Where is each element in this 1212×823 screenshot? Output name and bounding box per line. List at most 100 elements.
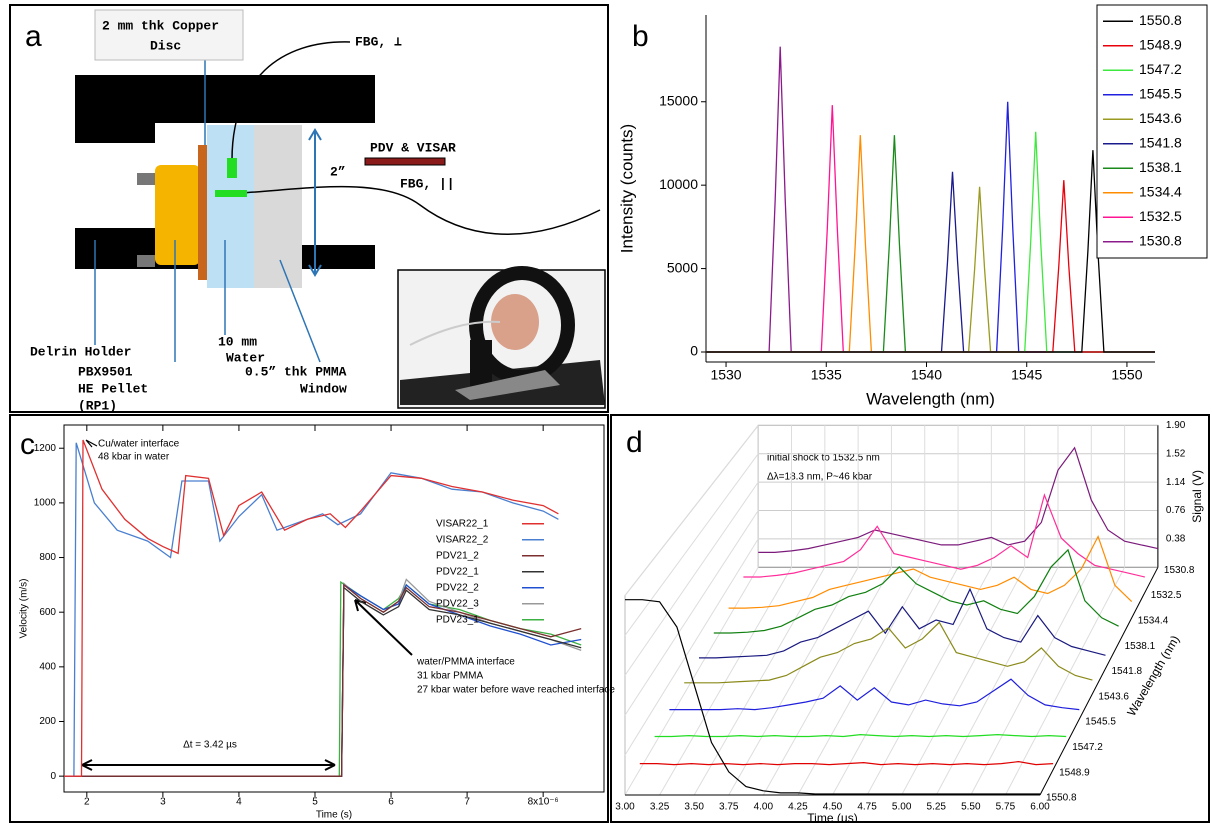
x-axis-title: Time (µs) <box>807 811 857 823</box>
z-tick-label: 1532.5 <box>1151 590 1182 601</box>
legend-label: 1548.9 <box>1139 36 1182 52</box>
x-tick-label: 3 <box>160 797 166 808</box>
x-tick-label: 1535 <box>811 367 842 383</box>
fiber <box>409 320 501 346</box>
series-line <box>758 446 1159 553</box>
legend-label: PDV23_1 <box>436 614 479 625</box>
holder-top-step <box>75 123 155 143</box>
x-tick-label: 3.50 <box>684 802 704 813</box>
x-tick-label: 4.50 <box>823 802 843 813</box>
x-tick-label: 5.50 <box>961 802 981 813</box>
annotation: initial shock to 1532.5 nm <box>767 453 880 464</box>
y-tick-label: 0 <box>690 343 698 359</box>
label: FBG, ⊥ <box>355 34 402 49</box>
series-line <box>699 587 1106 659</box>
legend-label: 1545.5 <box>1139 85 1182 101</box>
label: Window <box>300 381 347 396</box>
legend-label: 1538.1 <box>1139 159 1182 175</box>
x-tick-label: 1530 <box>710 367 741 383</box>
label-box <box>94 9 244 61</box>
label: Water <box>226 350 265 365</box>
series-line <box>706 101 1155 353</box>
series-line <box>743 493 1145 578</box>
x-tick-label: 5.75 <box>996 802 1016 813</box>
pointer <box>354 599 413 656</box>
x-tick-label: 5 <box>312 797 318 808</box>
z-tick-label: 1538.1 <box>1125 641 1156 652</box>
pointer <box>85 439 98 448</box>
y-tick-label: 5000 <box>667 259 698 275</box>
spacer <box>137 173 155 185</box>
x-tick-label: 1540 <box>911 367 942 383</box>
legend-label: PDV22_2 <box>436 582 479 593</box>
z-tick-label: 1541.8 <box>1112 666 1143 677</box>
x-tick-label: 5.00 <box>892 802 912 813</box>
series-line <box>728 534 1133 609</box>
series-line <box>64 580 582 777</box>
x-tick-label: 8x10⁻⁶ <box>528 797 559 808</box>
y-tick-label: 800 <box>39 552 56 563</box>
legend-label: 1543.6 <box>1139 110 1182 126</box>
x-tick-label: 1550 <box>1111 367 1142 383</box>
series-line <box>706 105 1155 353</box>
holder-bottom-step <box>75 228 155 245</box>
grid-line <box>624 453 759 636</box>
water <box>207 125 255 288</box>
label: 0.5” thk PMMA <box>245 364 347 379</box>
probe <box>364 157 446 166</box>
x-tick-label: 5.25 <box>927 802 947 813</box>
x-tick-label: 6 <box>388 797 394 808</box>
fbg-sensor <box>215 190 247 197</box>
z-tick-label: 1543.6 <box>1098 691 1129 702</box>
setup-diagram: a 2 mm thk Copper Disc FBG, ⊥ 2” PDV & V… <box>25 9 606 413</box>
grid-line <box>728 567 859 796</box>
y-tick-label: 400 <box>39 661 56 672</box>
label: 2” <box>330 164 346 179</box>
y-tick-label: 600 <box>39 607 56 618</box>
grid-line <box>901 567 1026 796</box>
panel-border <box>610 414 1210 823</box>
label: PDV & VISAR <box>370 140 456 155</box>
x-tick-label: 2 <box>84 797 90 808</box>
panel-border <box>9 4 609 413</box>
y-axis-title: Signal (V) <box>1190 470 1204 523</box>
x-axis-title: Wavelength (nm) <box>866 389 995 408</box>
label: HE Pellet <box>78 381 148 396</box>
grid-line <box>762 567 892 796</box>
label: 10 mm <box>218 334 257 349</box>
legend-label: 1550.8 <box>1139 12 1182 28</box>
legend-box <box>1096 4 1208 259</box>
legend-label: 1532.5 <box>1139 208 1182 224</box>
annotation: 31 kbar PMMA <box>417 671 483 682</box>
base <box>455 370 560 400</box>
grid-line <box>624 538 759 756</box>
grid-line <box>624 481 759 676</box>
y-tick-label: 1.52 <box>1166 448 1186 459</box>
label: PBX9501 <box>78 364 133 379</box>
series-line <box>64 578 582 777</box>
series-line <box>706 46 1155 353</box>
x-axis-title: Time (s) <box>316 810 352 821</box>
grid-line <box>797 567 926 796</box>
series-line <box>654 733 1067 738</box>
y-tick-label: 1.14 <box>1166 477 1186 488</box>
label: Delrin Holder <box>30 344 131 359</box>
series-line <box>713 548 1119 634</box>
series-line <box>64 442 559 777</box>
grid-line <box>832 567 959 796</box>
y-tick-label: 1200 <box>34 443 57 454</box>
x-tick-label: 4.00 <box>754 802 774 813</box>
series-line <box>64 583 582 777</box>
x-tick-label: 7 <box>464 797 470 808</box>
panel-label: c <box>20 428 35 461</box>
annotation: 27 kbar water before wave reached interf… <box>417 685 615 696</box>
label: 2 mm thk Copper <box>102 18 219 33</box>
plot-frame <box>63 424 605 793</box>
pmma-window <box>254 125 302 288</box>
y-tick-label: 1.90 <box>1166 420 1186 431</box>
legend-label: 1534.4 <box>1139 183 1182 199</box>
x-tick-label: 1545 <box>1011 367 1042 383</box>
y-tick-label: 0.38 <box>1166 534 1186 545</box>
annotation: Cu/water interface <box>98 439 180 450</box>
